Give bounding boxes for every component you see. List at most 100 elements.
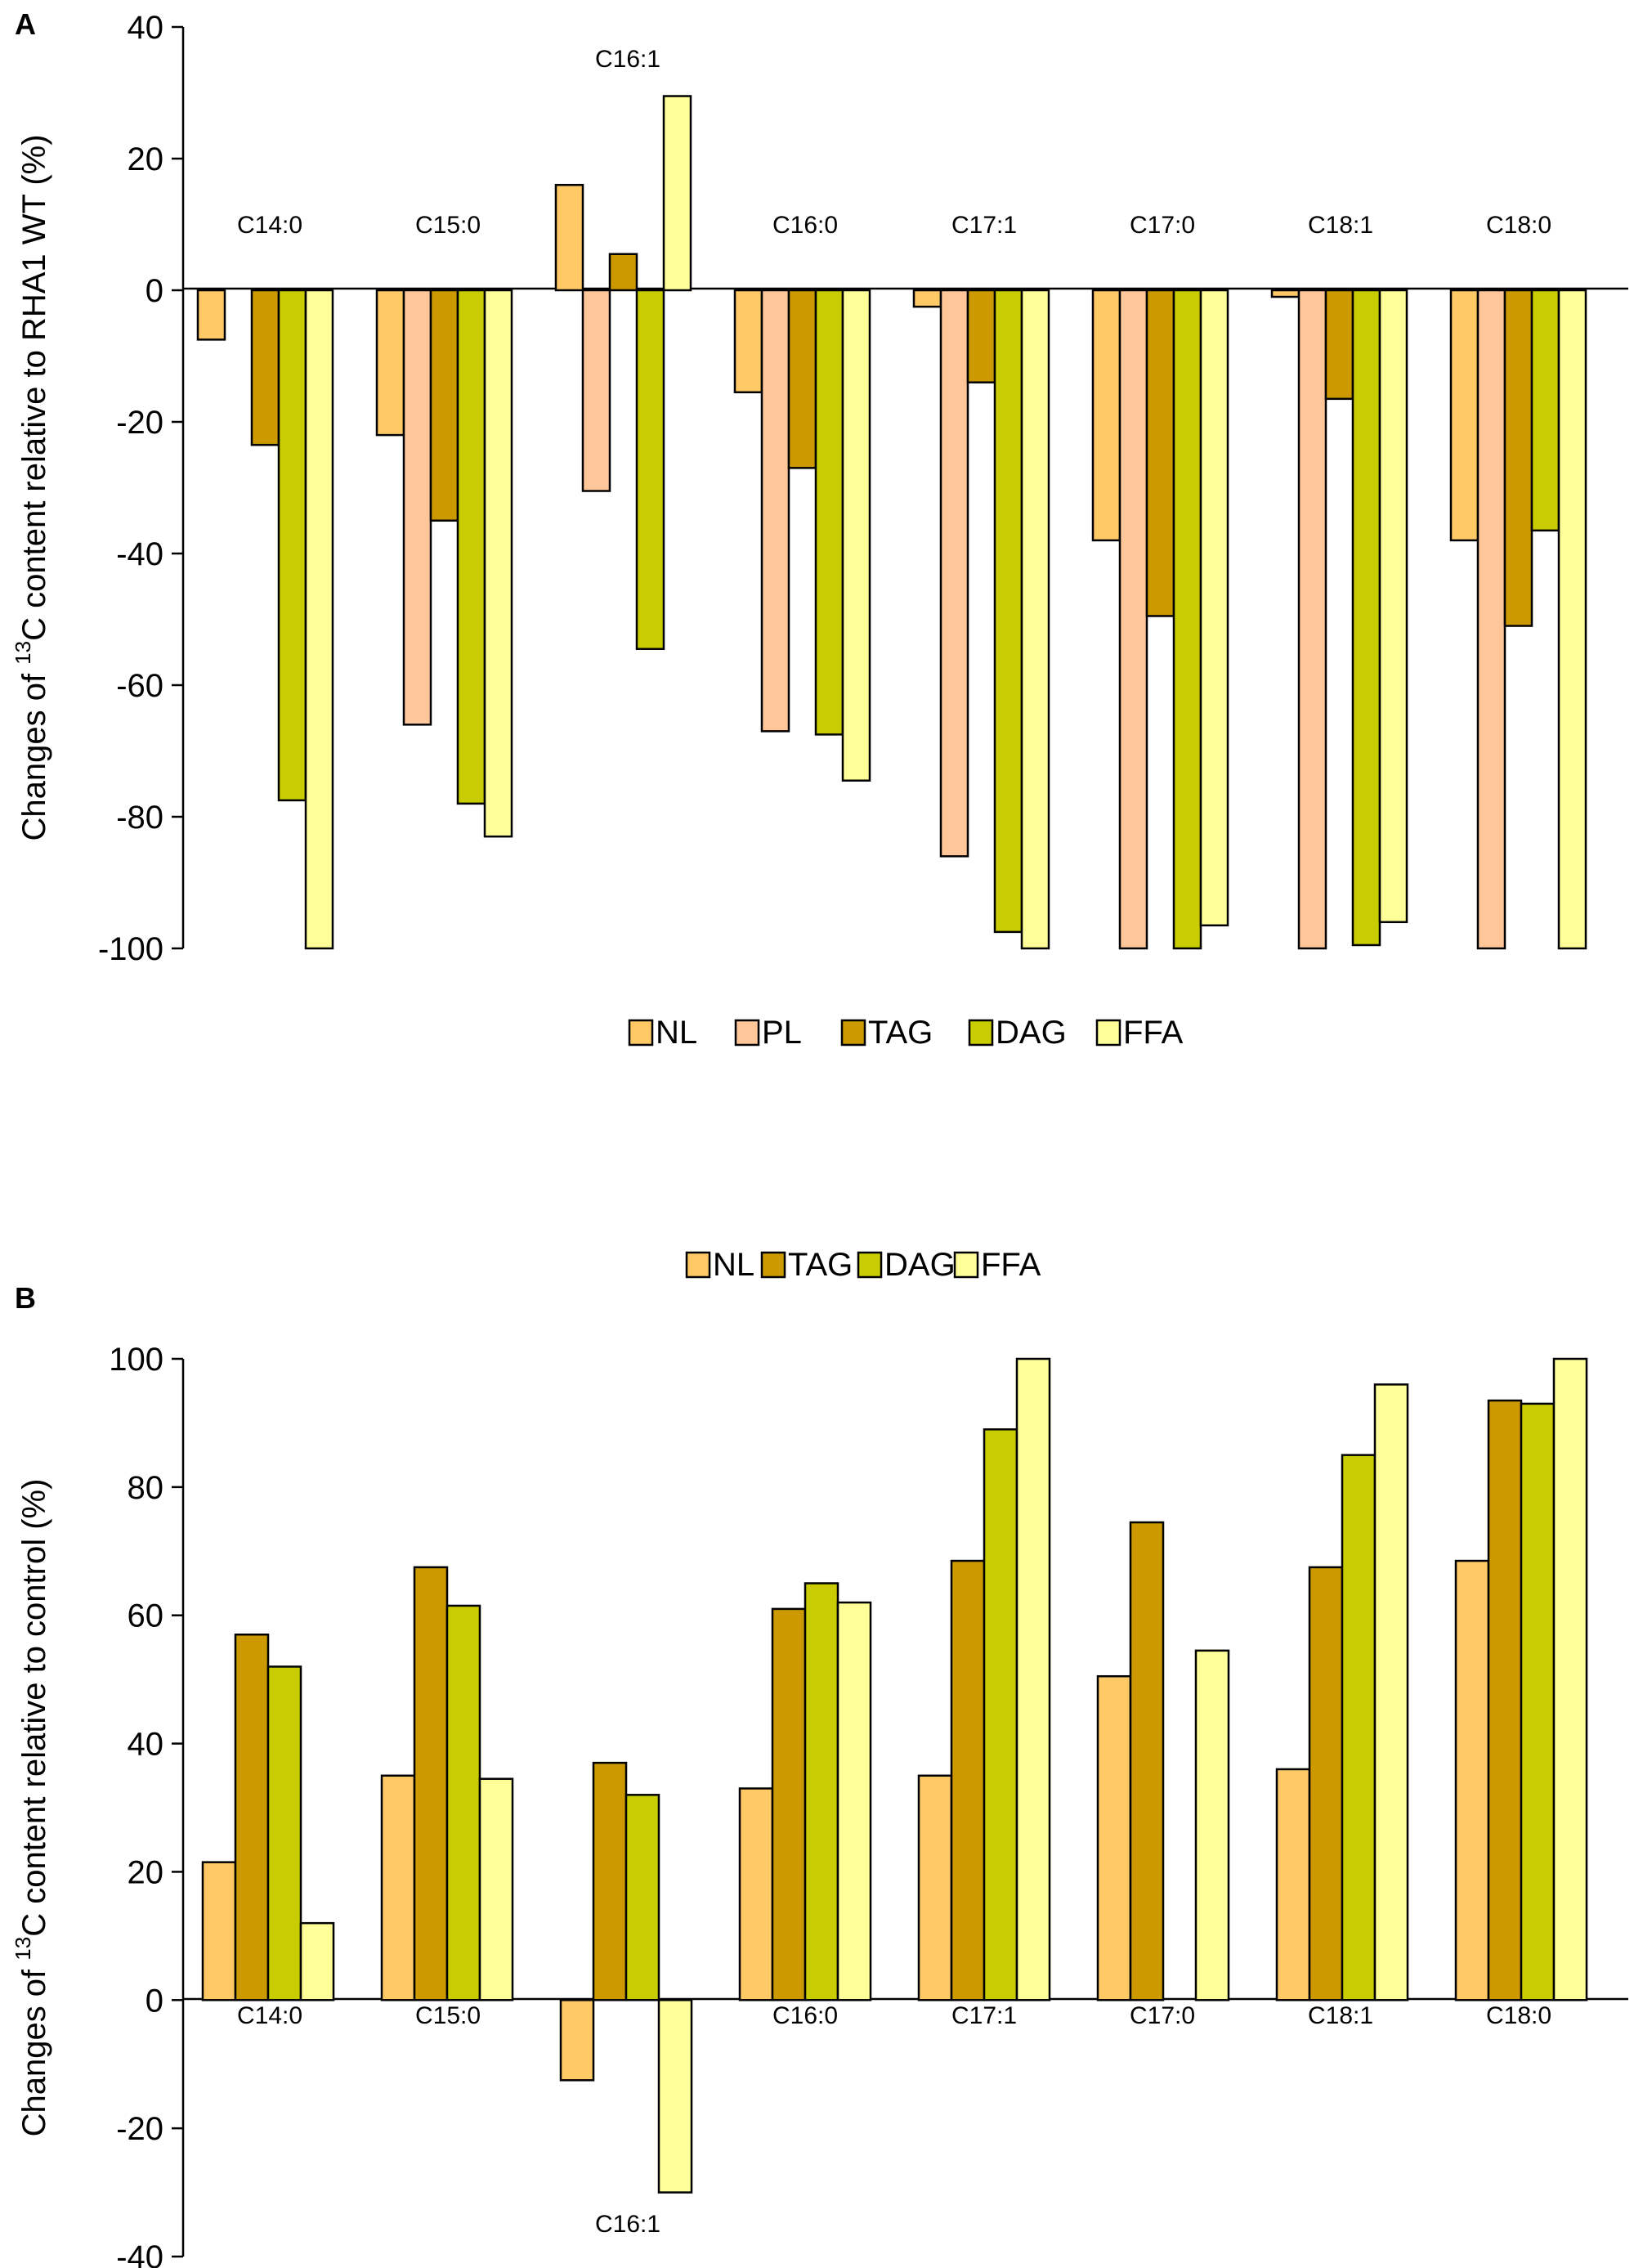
y-tick-label: -60: [116, 668, 163, 704]
legend-swatch-nl: [685, 1251, 711, 1279]
legend-swatch-ffa: [953, 1251, 979, 1279]
legend-swatch-dag: [968, 1019, 994, 1047]
bar-pl-c15-0: [402, 289, 432, 726]
bar-nl-c18-1: [1270, 289, 1301, 298]
legend-swatch-nl: [628, 1019, 654, 1047]
bar-nl-c17-1: [912, 289, 942, 308]
panel-b-chart: B 100 80 60 40 20 0 -20 -40 Changes of 13C conten…: [11, 1247, 1628, 2268]
bar-ffa-c14-0: [304, 289, 334, 950]
legend-label-tag: TAG: [788, 1247, 853, 1283]
legend-swatch-ffa: [1095, 1019, 1121, 1047]
bar-pl-c18-1: [1297, 289, 1327, 950]
bar-nl-c18-0: [1454, 1559, 1490, 2001]
bar-pl-c17-0: [1118, 289, 1148, 950]
legend-label-nl: NL: [713, 1247, 754, 1283]
bar-ffa-c17-1: [1015, 1357, 1051, 2001]
bar-tag-c17-1: [966, 289, 996, 383]
bar-ffa-c18-1: [1373, 1383, 1409, 2001]
bar-nl-c15-0: [375, 289, 405, 437]
bar-dag-c17-0: [1172, 289, 1202, 950]
bar-nl-c17-0: [1096, 1674, 1132, 2001]
bar-tag-c16-1: [592, 1761, 628, 2001]
legend-label-dag: DAG: [884, 1247, 956, 1283]
y-axis-title-post: C content relative to control (%): [16, 1479, 52, 1937]
bar-tag-c15-0: [413, 1566, 449, 2001]
category-label: C18:1: [1308, 2002, 1373, 2029]
y-tick-label: -20: [116, 2111, 163, 2147]
bar-pl-c17-1: [939, 289, 969, 858]
legend-swatch-pl: [734, 1019, 760, 1047]
bar-tag-c16-0: [771, 1607, 807, 2001]
bar-pl-c18-0: [1476, 289, 1506, 950]
legend-label-pl: PL: [762, 1015, 802, 1051]
category-label: C14:0: [237, 212, 302, 239]
category-label: C17:1: [951, 2002, 1017, 2029]
bar-ffa-c16-1: [662, 95, 692, 292]
bar-ffa-c17-0: [1194, 1649, 1230, 2001]
y-tick-label: 0: [145, 1983, 163, 2019]
bar-ffa-c14-0: [299, 1921, 335, 2001]
bar-ffa-c18-1: [1378, 289, 1408, 924]
bar-ffa-c16-0: [841, 289, 871, 782]
y-tick-label: 80: [128, 1470, 164, 1506]
bar-nl-c17-1: [917, 1774, 953, 2001]
legend-swatch-tag: [840, 1019, 866, 1047]
y-tick-label: 20: [128, 1854, 164, 1890]
bar-nl-c16-0: [733, 289, 763, 394]
legend-label-nl: NL: [656, 1015, 697, 1051]
bar-dag-c16-0: [814, 289, 844, 736]
legend-label-ffa: FFA: [981, 1247, 1041, 1283]
bar-dag-c15-0: [445, 1604, 481, 2001]
legend-label-dag: DAG: [996, 1015, 1067, 1051]
legend-swatch-dag: [857, 1251, 883, 1279]
bar-ffa-c17-0: [1199, 289, 1229, 927]
bar-dag-c17-1: [983, 1428, 1018, 2001]
category-label: C17:0: [1130, 212, 1195, 239]
bar-dag-c18-0: [1530, 289, 1560, 532]
y-tick-label: -40: [116, 2239, 163, 2268]
category-label: C16:0: [772, 212, 838, 239]
bar-pl-c16-0: [760, 289, 790, 733]
bar-dag-c14-0: [277, 289, 307, 802]
bar-ffa-c17-1: [1020, 289, 1050, 950]
y-tick-label: 40: [128, 1727, 164, 1763]
y-tick-label: -100: [98, 931, 163, 967]
bar-dag-c16-1: [625, 1794, 660, 2001]
bar-dag-c16-0: [804, 1582, 839, 2001]
bar-nl-c15-0: [380, 1774, 416, 2001]
bar-ffa-c15-0: [483, 289, 513, 838]
y-tick-label: 0: [145, 273, 163, 309]
y-tick-label: -80: [116, 800, 163, 836]
y-axis-title: Changes of 13C content relative to RHA1 …: [11, 134, 52, 840]
bar-tag-c18-0: [1503, 289, 1533, 627]
bar-dag-c16-1: [635, 289, 665, 650]
category-label: C17:0: [1130, 2002, 1195, 2029]
category-label: C18:0: [1486, 2002, 1551, 2029]
bar-tag-c17-1: [950, 1559, 986, 2001]
bar-ffa-c18-0: [1557, 289, 1587, 950]
bar-tag-c17-0: [1129, 1521, 1165, 2001]
bar-nl-c17-0: [1091, 289, 1121, 542]
category-label: C16:1: [595, 46, 660, 73]
y-tick-label: 100: [109, 1342, 163, 1378]
bar-nl-c16-0: [738, 1787, 774, 2001]
y-axis-title-pre: Changes of: [16, 665, 52, 841]
y-tick-label: -20: [116, 405, 163, 441]
bar-tag-c16-0: [787, 289, 817, 469]
bar-dag-c14-0: [266, 1665, 302, 2001]
y-tick-label: 40: [128, 10, 164, 46]
bar-pl-c16-1: [581, 289, 611, 492]
y-tick-label: 60: [128, 1598, 164, 1634]
bar-dag-c18-1: [1351, 289, 1381, 947]
category-label: C18:1: [1308, 212, 1373, 239]
bar-tag-c18-1: [1324, 289, 1354, 401]
bar-nl-c16-1: [559, 1999, 595, 2082]
y-axis-title: Changes of 13C content relative to contr…: [11, 1479, 52, 2137]
bar-tag-c17-0: [1145, 289, 1175, 617]
y-axis-title-post: C content relative to RHA1 WT (%): [16, 134, 52, 640]
category-label: C15:0: [415, 2002, 481, 2029]
category-label: C17:1: [951, 212, 1017, 239]
bar-nl-c14-0: [196, 289, 226, 341]
bar-dag-c17-1: [993, 289, 1023, 934]
bar-tag-c16-1: [608, 253, 638, 292]
